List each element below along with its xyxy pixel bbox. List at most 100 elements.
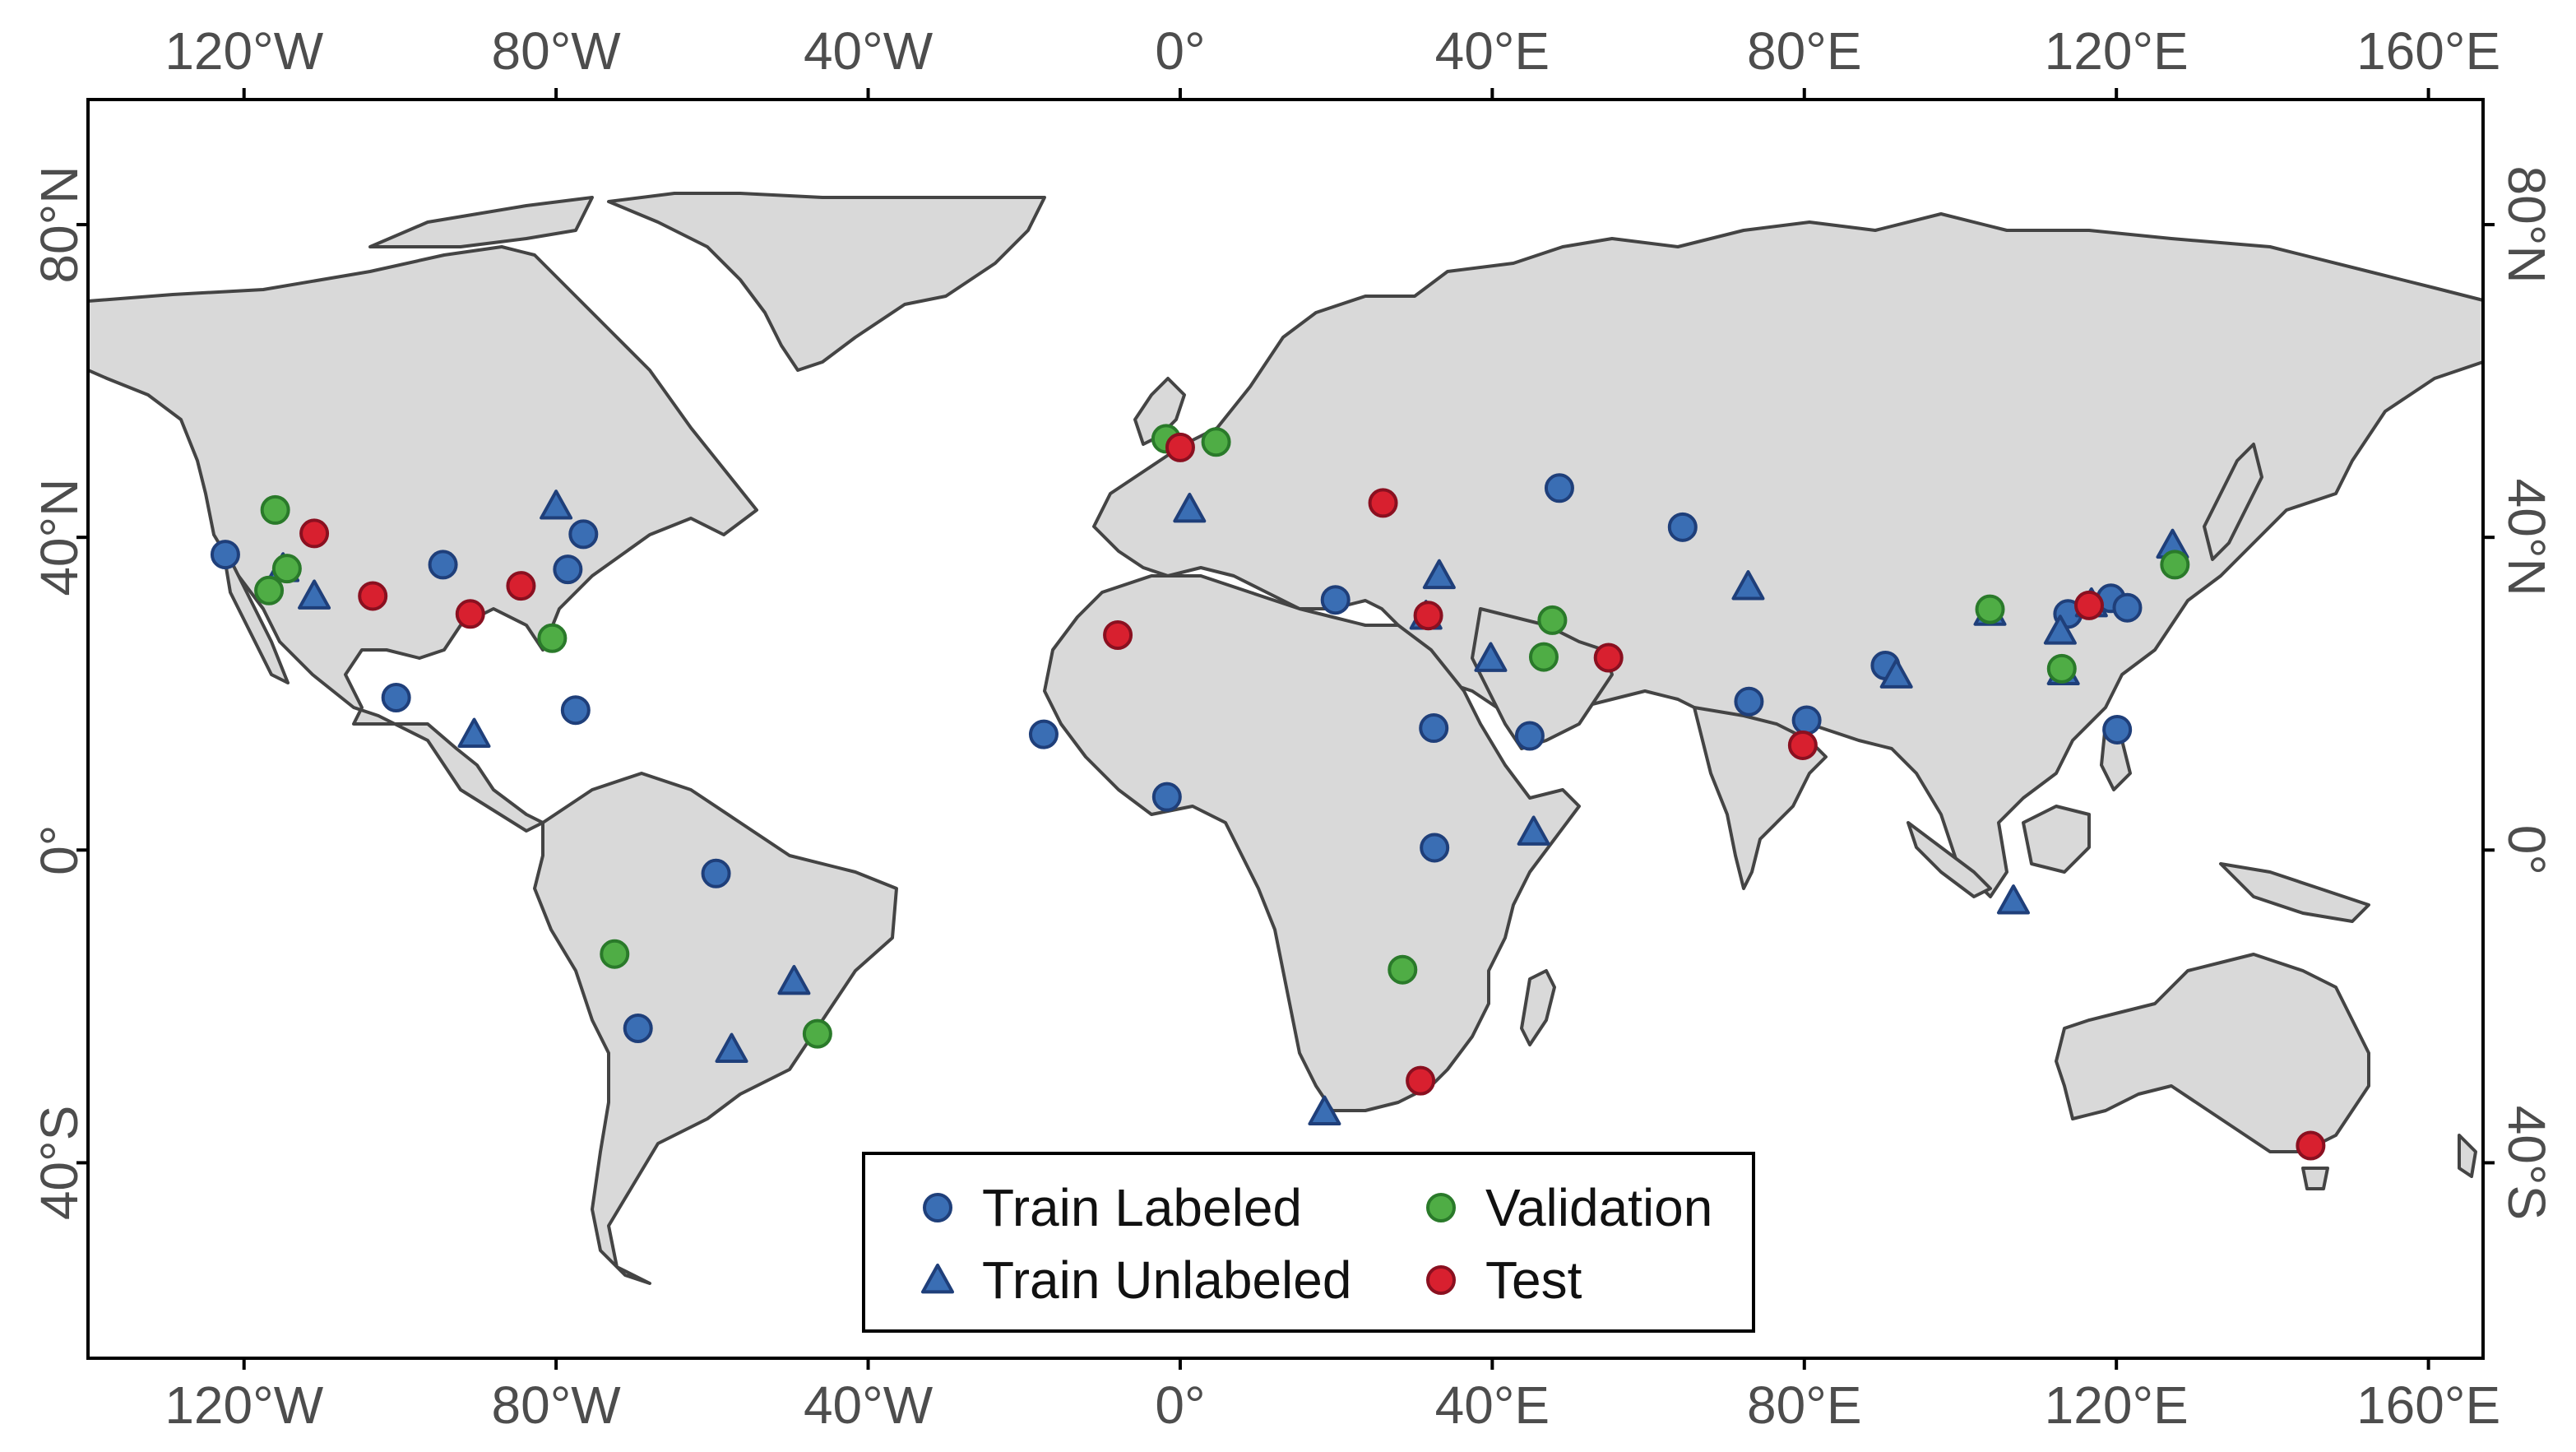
- legend-box: [862, 1152, 1755, 1333]
- train-labeled-point: [568, 519, 599, 550]
- train-unlabeled-point: [715, 1032, 748, 1064]
- test-point: [358, 581, 388, 611]
- validation-point: [260, 494, 290, 525]
- test-point: [1787, 730, 1818, 760]
- x-tick-label-top: 40°E: [1435, 21, 1550, 81]
- graticule-ticks: [76, 88, 2495, 1370]
- y-tick-label-right: 0°: [2497, 825, 2556, 875]
- train-unlabeled-point: [1422, 559, 1456, 590]
- train-labeled-point: [623, 1013, 653, 1043]
- land: [88, 192, 2483, 1285]
- train-labeled-point: [381, 682, 411, 712]
- test-point: [2296, 1130, 2326, 1161]
- series-train-labeled: [210, 473, 2143, 1043]
- eurasia: [1092, 212, 2483, 898]
- x-tick-label-bottom: 80°E: [1747, 1375, 1861, 1435]
- series-validation: [254, 424, 2190, 1049]
- train-labeled-point: [1320, 585, 1351, 615]
- train-unlabeled-point: [1517, 815, 1550, 846]
- x-tick-label-bottom: 160°E: [2356, 1375, 2500, 1435]
- x-tick-label-top: 120°W: [164, 21, 323, 81]
- x-tick-label-bottom: 120°W: [164, 1375, 323, 1435]
- x-tick-label-bottom: 40°E: [1435, 1375, 1550, 1435]
- validation-point: [1537, 605, 1568, 635]
- train-unlabeled-point: [777, 964, 811, 995]
- y-tick-label-left: 40°N: [30, 479, 89, 596]
- legend-label: Train Labeled: [982, 1178, 1302, 1237]
- train-unlabeled-point: [540, 489, 573, 520]
- test-point: [1593, 642, 1624, 673]
- legend-marker-train-unlabeled: [921, 1264, 954, 1294]
- south-america: [533, 772, 898, 1285]
- train-labeled-point: [428, 550, 458, 580]
- great-britain: [1133, 377, 1186, 446]
- train-labeled-point: [1419, 713, 1449, 744]
- validation-point: [2160, 550, 2190, 580]
- legend-marker-validation: [1426, 1193, 1456, 1222]
- x-tick-label-top: 0°: [1155, 21, 1205, 81]
- tasmania: [2301, 1167, 2329, 1190]
- validation-point: [537, 623, 568, 653]
- x-tick-label-bottom: 40°W: [804, 1375, 934, 1435]
- train-labeled-point: [2102, 714, 2133, 745]
- x-tick-label-top: 120°E: [2045, 21, 2189, 81]
- train-labeled-point: [1734, 686, 1764, 717]
- new-guinea: [2219, 862, 2370, 923]
- validation-point: [802, 1018, 832, 1049]
- y-tick-label-left: 0°: [30, 825, 89, 875]
- train-labeled-point: [1151, 782, 1182, 812]
- legend-label: Train Unlabeled: [982, 1250, 1351, 1310]
- test-point: [506, 571, 536, 601]
- validation-point: [600, 939, 630, 969]
- validation-point: [271, 554, 302, 584]
- train-labeled-point: [553, 554, 583, 585]
- test-point: [1165, 432, 1195, 462]
- x-tick-label-top: 40°W: [804, 21, 934, 81]
- validation-point: [2046, 653, 2077, 684]
- train-unlabeled-point: [1731, 570, 1765, 601]
- train-unlabeled-point: [1308, 1095, 1341, 1126]
- validation-point: [1388, 954, 1418, 985]
- legend: Train Labeled Train Unlabeled Validation Te…: [862, 1152, 1755, 1333]
- legend-label: Validation: [1485, 1178, 1712, 1237]
- y-tick-label-left: 80°N: [30, 166, 89, 284]
- test-point: [1406, 1065, 1436, 1096]
- train-labeled-point: [2112, 592, 2143, 623]
- test-point: [2073, 590, 2104, 620]
- y-tick-label-left: 40°S: [30, 1106, 89, 1220]
- train-labeled-point: [1514, 721, 1545, 751]
- test-point: [299, 518, 330, 549]
- train-unlabeled-point: [2043, 615, 2077, 645]
- train-labeled-point: [1544, 473, 1574, 503]
- greenland: [607, 192, 1046, 372]
- validation-point: [1201, 427, 1231, 457]
- arctic-archipelago: [368, 196, 594, 248]
- sumatra: [1907, 821, 1992, 898]
- validation-point: [1975, 594, 2005, 624]
- train-labeled-point: [1420, 833, 1450, 863]
- x-tick-label-bottom: 0°: [1155, 1375, 1205, 1435]
- new-zealand: [2458, 1134, 2477, 1178]
- train-labeled-point: [701, 858, 731, 888]
- test-point: [1413, 601, 1443, 631]
- series-test: [299, 432, 2326, 1161]
- legend-label: Test: [1485, 1250, 1582, 1310]
- train-labeled-point: [1028, 719, 1059, 749]
- validation-point: [1528, 642, 1559, 672]
- map-frame: [86, 98, 2485, 1360]
- y-tick-label-right: 40°N: [2497, 479, 2556, 596]
- north-america: [88, 245, 758, 833]
- japan: [2203, 443, 2263, 561]
- train-unlabeled-point: [457, 717, 491, 749]
- train-unlabeled-point: [1996, 884, 2030, 915]
- graticule-labels: 120°W 120°W 80°W 80°W 40°W 40°W 0° 0° 40°E 40°E 80…: [30, 21, 2556, 1435]
- africa: [1043, 574, 1581, 1112]
- australia: [2055, 953, 2370, 1153]
- test-point: [455, 599, 485, 629]
- train-labeled-point: [1791, 705, 1822, 735]
- legend-items: Train Labeled Train Unlabeled Validation Te…: [921, 1178, 1712, 1310]
- train-labeled-point: [1667, 512, 1698, 542]
- y-tick-label-right: 80°N: [2497, 166, 2556, 284]
- x-tick-label-top: 80°W: [492, 21, 622, 81]
